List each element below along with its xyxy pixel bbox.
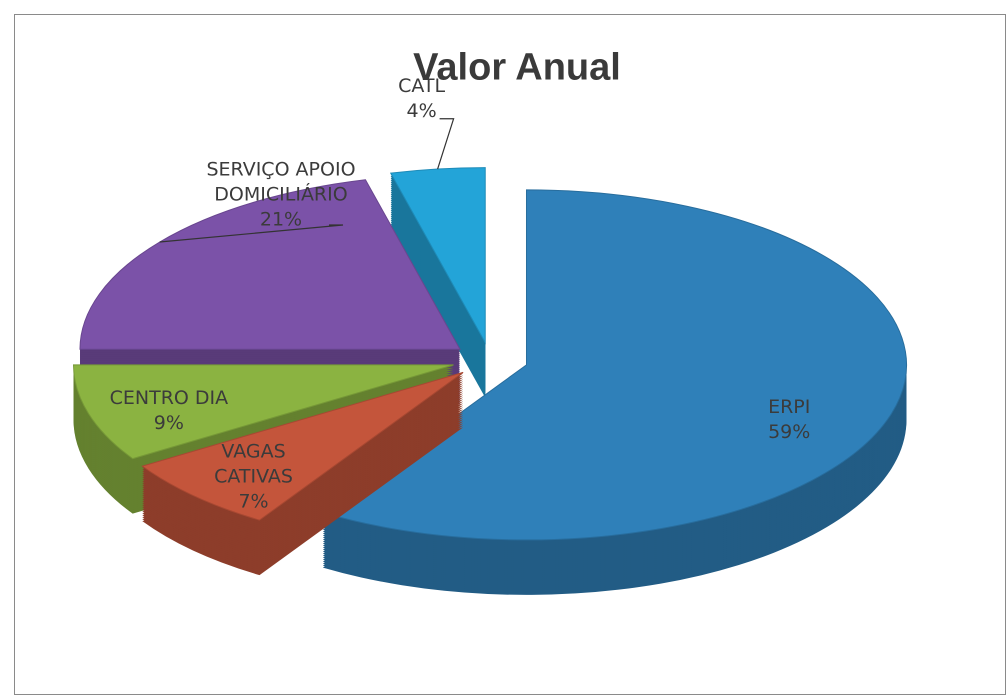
chart-title: Valor Anual <box>413 46 621 89</box>
data-label: ERPI 59% <box>689 395 889 445</box>
value-label: 4% <box>406 99 437 122</box>
slice <box>389 167 486 345</box>
slice <box>141 371 464 521</box>
value-label: 21% <box>259 208 303 231</box>
value-label: 9% <box>153 411 184 434</box>
category-label: VAGAS CATIVAS <box>214 440 293 488</box>
category-label: CATL <box>398 74 446 97</box>
leader-line <box>437 118 455 170</box>
slice <box>73 364 454 460</box>
data-label: CENTRO DIA 9% <box>69 386 269 436</box>
data-label: CATL 4% <box>322 74 522 124</box>
category-label: CENTRO DIA <box>109 386 229 409</box>
value-label: 59% <box>768 421 811 444</box>
chart-frame <box>14 14 1006 695</box>
slice <box>321 189 907 541</box>
data-label: VAGAS CATIVAS 7% <box>199 439 309 514</box>
data-label: SERVIÇO APOIO DOMICILIÁRIO 21% <box>186 158 376 233</box>
value-label: 7% <box>238 490 269 513</box>
leader-line <box>159 224 344 243</box>
category-label: SERVIÇO APOIO DOMICILIÁRIO <box>206 158 356 206</box>
category-label: ERPI <box>768 396 811 419</box>
